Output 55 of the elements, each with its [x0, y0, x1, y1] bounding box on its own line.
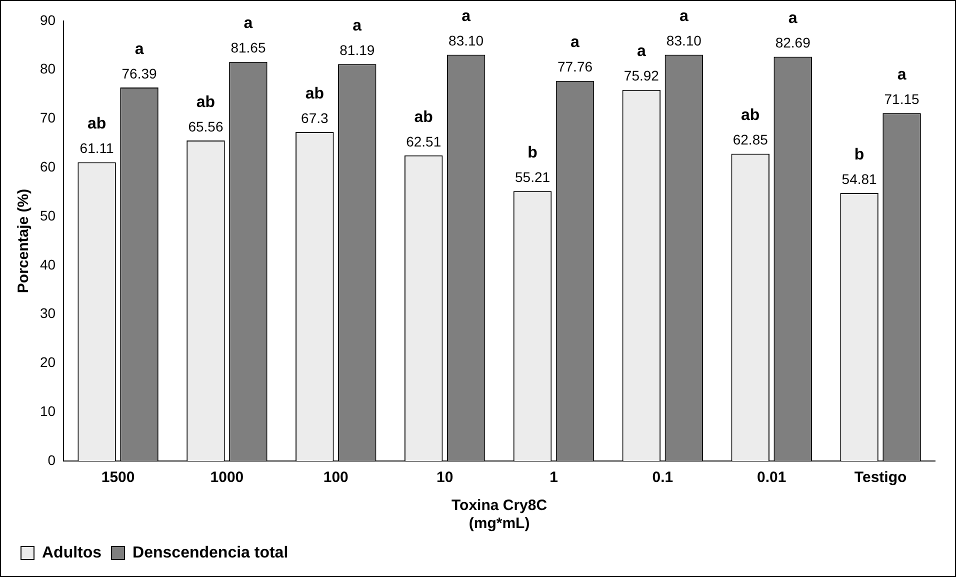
data-label: 81.19: [340, 42, 375, 58]
text: (mg*mL): [468, 515, 530, 532]
annotation: ab: [87, 116, 106, 133]
x-tick-label: 1000: [210, 469, 244, 486]
data-label: 71.15: [884, 91, 920, 108]
y-tick-label: 70: [40, 110, 56, 126]
legend-label: Denscendencia total: [132, 544, 288, 562]
data-label: 83.10: [448, 32, 484, 49]
annotation: a: [636, 43, 646, 60]
annotation: ab: [741, 107, 760, 124]
x-tick-label: 1: [550, 469, 558, 486]
annotation: ab: [414, 108, 434, 126]
annotation: a: [244, 15, 253, 32]
annotation: a: [134, 40, 144, 58]
annotation: ab: [196, 94, 216, 111]
data-label: 65.56: [188, 118, 224, 134]
y-tick-label: 80: [40, 60, 56, 77]
data-label: 81.65: [230, 40, 266, 56]
annotation: ab: [305, 85, 324, 102]
y-tick-label: 50: [40, 207, 56, 224]
y-tick-label: 40: [40, 256, 56, 272]
x-tick-label: 0.01: [757, 469, 786, 486]
x-tick-label: 1500: [101, 469, 135, 486]
data-label: 62.51: [406, 133, 442, 150]
data-label: 75.92: [624, 68, 660, 84]
y-tick-label: 20: [40, 354, 56, 370]
annotation: a: [570, 34, 580, 52]
x-tick-label: 100: [323, 469, 348, 486]
legend-label: Adultos: [42, 544, 102, 562]
data-label: 54.81: [842, 170, 878, 187]
annotation: a: [897, 66, 906, 84]
data-label: 82.69: [775, 34, 811, 51]
y-tick-label: 30: [40, 305, 56, 322]
annotation: a: [679, 8, 688, 26]
data-label: 55.21: [514, 168, 550, 185]
y-tick-label: 60: [40, 158, 56, 175]
data-label: 77.76: [557, 58, 593, 75]
annotation: b: [854, 146, 864, 164]
annotation: a: [788, 10, 798, 28]
y-tick-label: 10: [40, 402, 56, 419]
y-tick-label: 0: [48, 452, 56, 468]
x-tick-label: Testigo: [854, 469, 907, 486]
data-label: 61.11: [80, 140, 114, 156]
y-tick-label: 90: [40, 12, 56, 28]
data-label: 67.3: [301, 110, 328, 126]
y-axis-title: Porcentaje (%): [15, 188, 32, 294]
annotation: a: [462, 8, 471, 26]
x-tick-label: 0.1: [652, 469, 674, 486]
text: Toxina Cry8C: [451, 497, 548, 514]
data-label: 62.85: [732, 132, 768, 148]
data-label: 83.10: [666, 32, 702, 49]
annotation: a: [352, 17, 362, 34]
annotation: b: [528, 144, 538, 162]
data-label: 76.39: [122, 65, 157, 82]
x-tick-label: 10: [436, 469, 454, 486]
